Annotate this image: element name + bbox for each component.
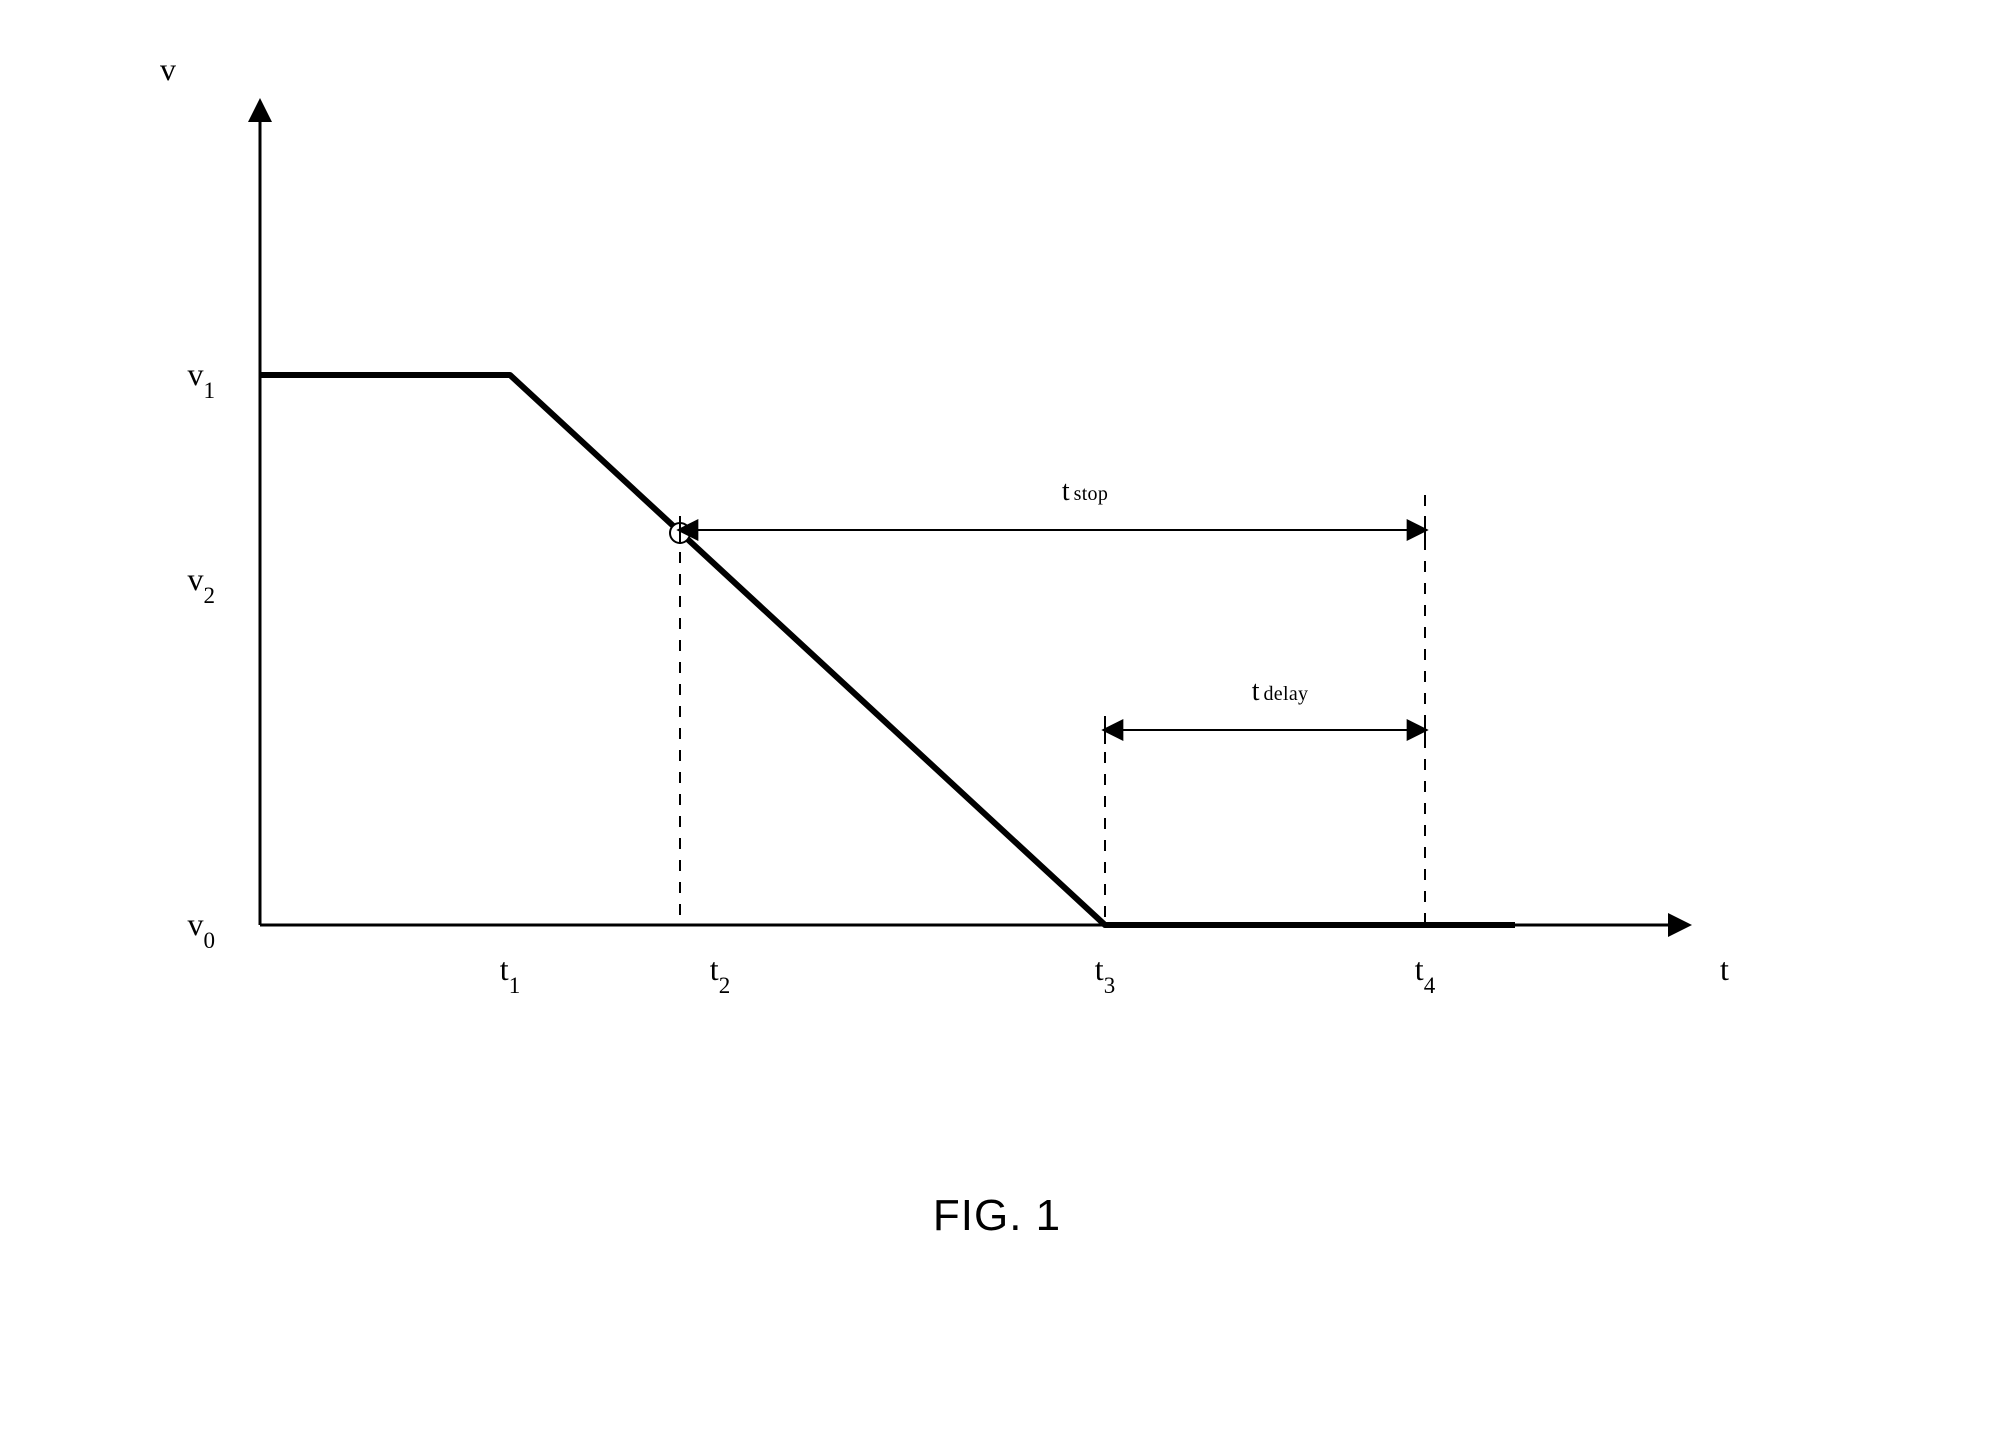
x-axis-label: t: [1720, 951, 1729, 987]
velocity-curve: [260, 375, 1515, 925]
y-tick-v0: v0: [187, 906, 215, 953]
y-tick-v2: v2: [187, 561, 215, 608]
velocity-time-chart: t stop t delay v t v0 v2 v1 t1 t2 t3 t4 FIG. 1: [0, 0, 1994, 1440]
y-tick-v1: v1: [187, 356, 215, 403]
dimension-arrows: t stop t delay: [680, 476, 1425, 744]
x-tick-t1: t1: [500, 951, 520, 998]
figure-caption: FIG. 1: [933, 1191, 1061, 1240]
axis-labels: v t v0 v2 v1 t1 t2 t3 t4: [160, 51, 1729, 998]
x-tick-t3: t3: [1095, 951, 1115, 998]
x-tick-t2: t2: [710, 951, 730, 998]
reference-lines: [680, 495, 1425, 925]
velocity-line: [260, 375, 1515, 925]
x-tick-t4: t4: [1415, 951, 1436, 998]
dimension-label-tdelay: t delay: [1252, 676, 1309, 707]
dimension-label-tstop: t stop: [1062, 476, 1108, 507]
y-axis-label: v: [160, 51, 176, 87]
